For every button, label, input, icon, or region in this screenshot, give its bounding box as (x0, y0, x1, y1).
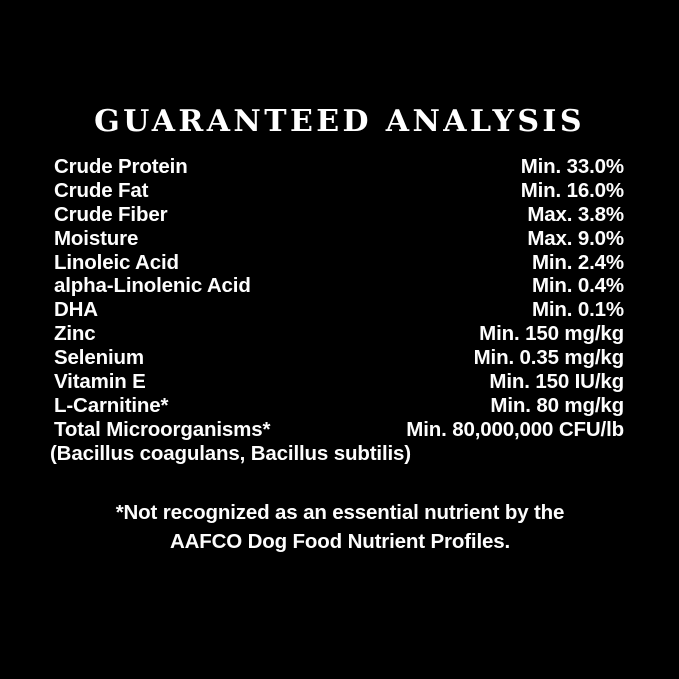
nutrient-name: Crude Protein (54, 155, 188, 178)
analysis-row: DHA Min. 0.1% (54, 298, 624, 322)
analysis-row: Selenium Min. 0.35 mg/kg (54, 346, 624, 370)
analysis-row: Linoleic Acid Min. 2.4% (54, 251, 624, 275)
nutrient-name: Crude Fiber (54, 202, 168, 226)
analysis-row: Crude Fat Min. 16.0% (54, 179, 624, 203)
nutrient-name: alpha-Linolenic Acid (54, 274, 251, 298)
guaranteed-analysis-table: Crude Protein Min. 33.0% Crude Fat Min. 16.… (54, 155, 624, 442)
analysis-row: Total Microorganisms* Min. 80,000,000 CFU… (54, 418, 624, 442)
analysis-row: Moisture Max. 9.0% (54, 227, 624, 251)
page-title: GUARANTEED ANALYSIS (94, 104, 585, 139)
analysis-row: alpha-Linolenic Acid Min. 0.4% (54, 274, 624, 298)
nutrient-value: Min. 80,000,000 CFU/lb (406, 417, 624, 441)
nutrient-name: Linoleic Acid (54, 250, 179, 274)
nutrient-value: Min. 150 mg/kg (479, 322, 624, 346)
nutrient-value: Max. 3.8% (527, 202, 624, 226)
nutrient-name: Moisture (54, 226, 139, 250)
nutrient-value: Min. 33.0% (520, 155, 624, 178)
analysis-row: L-Carnitine* Min. 80 mg/kg (54, 394, 624, 418)
analysis-row: Zinc Min. 150 mg/kg (54, 322, 624, 346)
bacillus-strain-line: (Bacillus coagulans, Bacillus subtilis) (50, 442, 411, 465)
nutrient-name: Total Microorganisms* (54, 417, 271, 441)
nutrient-value: Min. 0.4% (531, 274, 624, 298)
nutrient-value: Min. 0.1% (531, 298, 624, 322)
footnote-line-1: *Not recognized as an essential nutrient… (115, 501, 565, 524)
nutrient-name: Zinc (54, 322, 96, 346)
nutrient-name: Vitamin E (54, 370, 146, 394)
nutrient-value: Min. 2.4% (531, 250, 624, 274)
nutrient-value: Max. 9.0% (527, 226, 624, 250)
footnote-line-2: AAFCO Dog Food Nutrient Profiles. (169, 529, 511, 553)
analysis-row: Crude Protein Min. 33.0% (54, 155, 624, 179)
nutrient-name: Crude Fat (54, 178, 149, 202)
nutrient-name: DHA (54, 298, 98, 322)
nutrient-name: L-Carnitine* (54, 393, 169, 417)
nutrient-value: Min. 16.0% (520, 178, 624, 202)
analysis-row: Crude Fiber Max. 3.8% (54, 203, 624, 227)
nutrient-value: Min. 80 mg/kg (490, 393, 624, 417)
nutrient-name: Selenium (54, 346, 144, 370)
footnote: *Not recognized as an essential nutrient… (60, 499, 620, 556)
nutrient-value: Min. 0.35 mg/kg (473, 346, 625, 370)
analysis-row: Vitamin E Min. 150 IU/kg (54, 370, 624, 394)
nutrient-value: Min. 150 IU/kg (489, 370, 624, 394)
